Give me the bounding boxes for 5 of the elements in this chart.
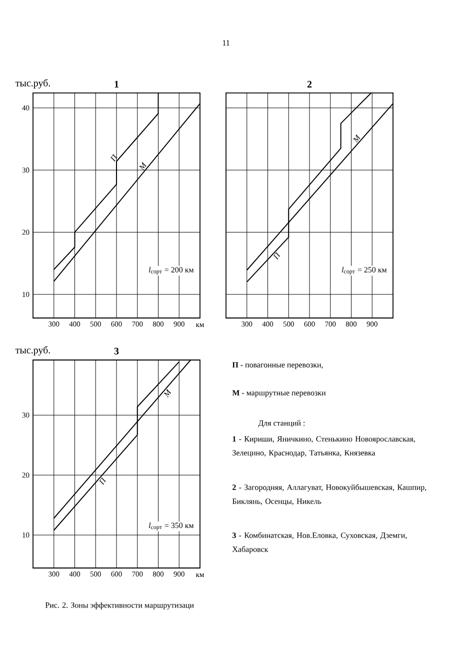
y-axis-title: тыс.руб. bbox=[16, 79, 50, 88]
y-axis-title: тыс.руб. bbox=[16, 346, 50, 356]
chart-title: 1 bbox=[114, 80, 118, 88]
chart-title: 3 bbox=[114, 348, 119, 354]
chart-title: 2 bbox=[307, 80, 312, 88]
